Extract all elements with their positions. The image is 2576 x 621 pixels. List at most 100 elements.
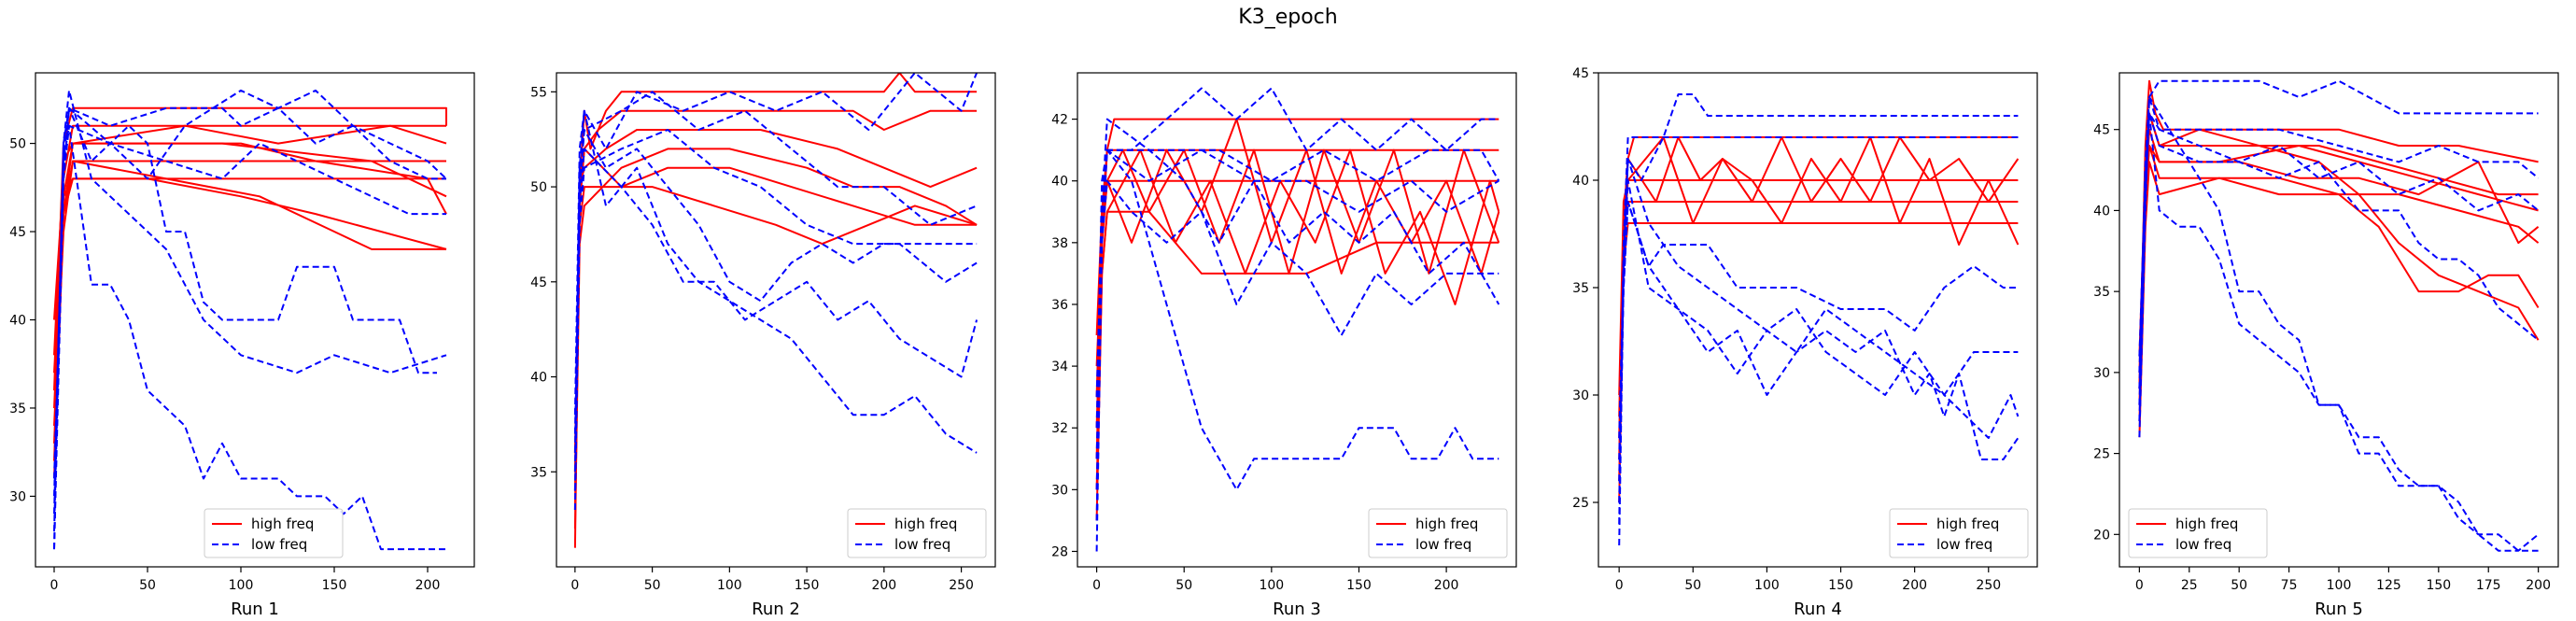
subplot-2: 0 50 100 150 200 250 35 40 45 50 55 Run 2 high freq l… — [530, 72, 996, 619]
y-tick-label: 55 — [530, 85, 547, 100]
x-tick-label: 100 — [229, 578, 254, 593]
x-tick-label: 250 — [1976, 578, 2001, 593]
axes-frame — [1077, 72, 1517, 568]
series-low-freq — [1618, 93, 2020, 546]
x-tick-label: 0 — [570, 578, 579, 593]
legend-label: low freq — [251, 536, 307, 553]
x-tick-label: 150 — [795, 578, 820, 593]
x-tick-label: 0 — [2135, 578, 2144, 593]
x-axis-label: Run 5 — [2315, 600, 2363, 619]
y-tick-label: 30 — [1572, 388, 1589, 403]
x-tick-label: 250 — [949, 578, 974, 593]
series-line — [53, 124, 446, 551]
y-tick-label: 30 — [1051, 483, 1068, 498]
legend-label: high freq — [251, 515, 314, 532]
series-line — [573, 129, 978, 511]
y-tick-label: 45 — [9, 225, 26, 240]
series-line — [1095, 148, 1500, 490]
x-axis-label: Run 4 — [1794, 600, 1842, 619]
series-line — [1095, 118, 1500, 459]
x-tick-label: 175 — [2476, 578, 2501, 593]
x-tick-label: 150 — [1346, 578, 1372, 593]
y-tick-label: 40 — [1572, 174, 1589, 189]
y-tick-label: 42 — [1051, 113, 1068, 128]
series-high-freq — [53, 106, 447, 479]
y-tick-label: 36 — [1051, 298, 1068, 313]
subplot-3: 0 50 100 150 200 28 30 32 34 36 38 40 42 Run 3 high fr… — [1051, 72, 1517, 619]
y-tick-label: 28 — [1051, 544, 1068, 559]
series-line — [2138, 161, 2540, 438]
series-low-freq — [2138, 79, 2540, 552]
series-line — [1095, 210, 1499, 521]
series-high-freq — [573, 73, 978, 548]
legend-label: high freq — [1936, 515, 1999, 532]
legend-label: low freq — [2175, 536, 2231, 553]
subplot-4: 0 50 100 150 200 250 25 30 35 40 45 Run 4 high freq l… — [1572, 66, 2038, 619]
x-tick-label: 50 — [644, 578, 661, 593]
series-line — [2138, 112, 2540, 389]
x-tick-label: 100 — [1259, 578, 1284, 593]
series-line — [1618, 179, 2019, 396]
x-tick-label: 50 — [1684, 578, 1701, 593]
legend-label: high freq — [1415, 515, 1478, 532]
x-tick-label: 200 — [871, 578, 896, 593]
series-low-freq — [573, 73, 978, 511]
legend: high freq low freq — [204, 508, 344, 558]
x-tick-label: 200 — [2526, 578, 2551, 593]
y-tick-label: 45 — [1572, 66, 1589, 81]
legend: high freq low freq — [1368, 508, 1508, 558]
y-tick-label: 25 — [2093, 447, 2110, 462]
series-line — [573, 148, 978, 529]
legend-label: low freq — [894, 536, 950, 553]
y-tick-label: 30 — [2093, 366, 2110, 381]
axes-frame — [2119, 72, 2559, 568]
x-tick-label: 150 — [2426, 578, 2451, 593]
series-line — [2138, 112, 2540, 357]
y-tick-label: 32 — [1051, 421, 1068, 436]
series-line — [53, 89, 447, 550]
legend: high freq low freq — [847, 508, 987, 558]
y-tick-label: 45 — [530, 275, 547, 290]
x-tick-label: 200 — [1902, 578, 1927, 593]
series-line — [573, 109, 978, 473]
x-tick-label: 100 — [1754, 578, 1780, 593]
y-tick-label: 50 — [530, 180, 547, 195]
series-low-freq — [1095, 87, 1500, 552]
series-line — [2138, 96, 2540, 373]
series-line — [1618, 222, 2019, 503]
series-line — [53, 106, 437, 532]
series-line — [2138, 112, 2540, 373]
x-tick-label: 150 — [322, 578, 347, 593]
y-tick-label: 40 — [530, 371, 547, 386]
x-axis-label: Run 2 — [752, 600, 800, 619]
series-line — [53, 177, 447, 479]
series-line — [53, 89, 447, 497]
series-line — [2138, 128, 2539, 405]
series-line — [573, 129, 978, 453]
y-tick-label: 20 — [2093, 528, 2110, 543]
x-axis-label: Run 3 — [1273, 600, 1321, 619]
series-line — [2138, 112, 2539, 552]
figure-title: K3_epoch — [1238, 6, 1338, 29]
x-axis-label: Run 1 — [231, 600, 279, 619]
series-line — [573, 148, 978, 491]
x-tick-label: 75 — [2281, 578, 2298, 593]
y-tick-label: 35 — [1572, 281, 1589, 296]
series-line — [2138, 96, 2540, 552]
y-tick-label: 35 — [530, 465, 547, 480]
series-line — [573, 73, 978, 548]
x-tick-label: 200 — [415, 578, 441, 593]
x-tick-label: 50 — [2231, 578, 2247, 593]
y-tick-label: 35 — [9, 402, 26, 416]
y-tick-label: 35 — [2093, 285, 2110, 300]
legend-label: low freq — [1936, 536, 1992, 553]
y-tick-label: 40 — [1051, 175, 1068, 190]
x-tick-label: 200 — [1434, 578, 1459, 593]
series-line — [2138, 79, 2539, 389]
axes-frame — [556, 72, 996, 568]
x-tick-label: 0 — [1615, 578, 1624, 593]
series-line — [53, 177, 446, 374]
series-high-freq — [1095, 118, 1500, 521]
x-tick-label: 100 — [2327, 578, 2352, 593]
